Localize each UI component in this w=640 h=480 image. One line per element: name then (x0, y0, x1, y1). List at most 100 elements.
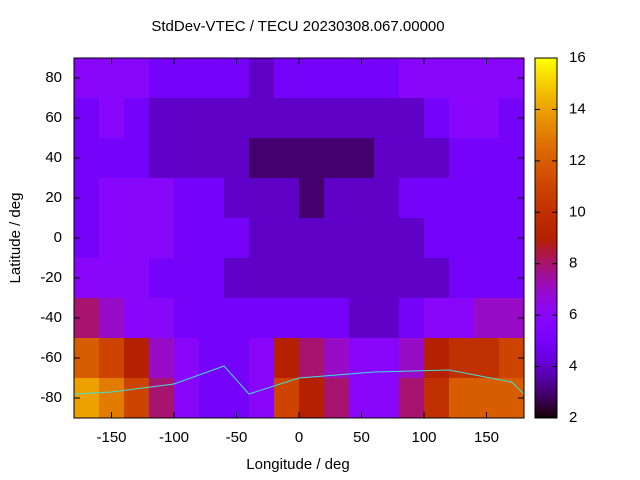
heatmap-cell (274, 58, 300, 99)
heatmap-cell (249, 298, 275, 339)
colorbar-band (535, 106, 557, 110)
colorbar-band (535, 193, 557, 197)
heatmap-cell (124, 178, 150, 219)
heatmap-cell (149, 178, 175, 219)
colorbar-band (535, 397, 557, 401)
heatmap-cell (249, 218, 275, 259)
colorbar-band (535, 118, 557, 122)
colorbar-band (535, 340, 557, 344)
heatmap-cell (274, 138, 300, 179)
colorbar-band (535, 322, 557, 326)
colorbar-band (535, 70, 557, 74)
colorbar-band (535, 361, 557, 365)
heatmap-cell (299, 258, 325, 299)
heatmap-cell (174, 298, 200, 339)
heatmap-cell (324, 98, 350, 139)
heatmap-cell (224, 218, 250, 259)
colorbar-band (535, 115, 557, 119)
colorbar-band (535, 223, 557, 227)
y-tick-label: 60 (45, 109, 62, 126)
heatmap-cell (324, 378, 350, 419)
colorbar-band (535, 331, 557, 335)
heatmap-cell (449, 138, 475, 179)
heatmap-cell (199, 178, 225, 219)
heatmap-cell (149, 338, 175, 379)
heatmap-cell (349, 98, 375, 139)
heatmap-cell (299, 98, 325, 139)
heatmap-cell (324, 138, 350, 179)
colorbar-band (535, 130, 557, 134)
colorbar-band (535, 346, 557, 350)
colorbar-band (535, 124, 557, 128)
heatmap-cell (99, 378, 125, 419)
colorbar-band (535, 376, 557, 380)
colorbar-band (535, 292, 557, 296)
colorbar-band (535, 172, 557, 176)
heatmap-cell (249, 378, 275, 419)
colorbar-band (535, 85, 557, 89)
heatmap-cell (249, 58, 275, 99)
heatmap-cell (224, 138, 250, 179)
heatmap-cell (349, 138, 375, 179)
heatmap-cell (149, 218, 175, 259)
colorbar-band (535, 286, 557, 290)
heatmap-cell (174, 138, 200, 179)
y-tick-label: 0 (54, 229, 62, 246)
heatmap-cell (374, 338, 400, 379)
colorbar-tick-label: 8 (569, 255, 577, 272)
heatmap-cell (174, 338, 200, 379)
heatmap-cell (324, 298, 350, 339)
colorbar-tick-label: 4 (569, 358, 577, 375)
y-tick-label: 20 (45, 189, 62, 206)
heatmap-cell (174, 218, 200, 259)
heatmap-cell (399, 178, 425, 219)
heatmap-cell (124, 138, 150, 179)
heatmap-cell (349, 178, 375, 219)
heatmap-cell (199, 258, 225, 299)
colorbar-band (535, 295, 557, 299)
heatmap-cell (99, 58, 125, 99)
heatmap-cell (274, 218, 300, 259)
colorbar-band (535, 262, 557, 266)
heatmap-cell (174, 378, 200, 419)
colorbar-band (535, 388, 557, 392)
heatmap-cell (249, 258, 275, 299)
heatmap-cell (374, 258, 400, 299)
heatmap-cell (349, 258, 375, 299)
colorbar-band (535, 229, 557, 233)
colorbar-band (535, 328, 557, 332)
heatmap-cell (349, 218, 375, 259)
colorbar-band (535, 73, 557, 77)
heatmap-cell (249, 178, 275, 219)
heatmap-cell (349, 58, 375, 99)
colorbar-band (535, 133, 557, 137)
colorbar-band (535, 199, 557, 203)
colorbar-band (535, 244, 557, 248)
colorbar-band (535, 178, 557, 182)
heatmap-cell (149, 138, 175, 179)
colorbar-band (535, 337, 557, 341)
heatmap-cell (399, 98, 425, 139)
heatmap-cell (224, 378, 250, 419)
colorbar-band (535, 97, 557, 101)
colorbar-band (535, 250, 557, 254)
colorbar-band (535, 76, 557, 80)
colorbar-band (535, 349, 557, 353)
colorbar-tick-label: 14 (569, 100, 586, 117)
colorbar-band (535, 220, 557, 224)
heatmap-cell (199, 338, 225, 379)
colorbar-band (535, 145, 557, 149)
heatmap-cell (224, 58, 250, 99)
colorbar-band (535, 187, 557, 191)
colorbar-band (535, 103, 557, 107)
heatmap-cell (124, 218, 150, 259)
heatmap-cell (424, 378, 450, 419)
y-tick-label: -20 (40, 269, 62, 286)
heatmap-cell (274, 178, 300, 219)
heatmap-cell (99, 338, 125, 379)
heatmap-cell (299, 178, 325, 219)
colorbar-band (535, 352, 557, 356)
colorbar-band (535, 325, 557, 329)
colorbar-band (535, 181, 557, 185)
